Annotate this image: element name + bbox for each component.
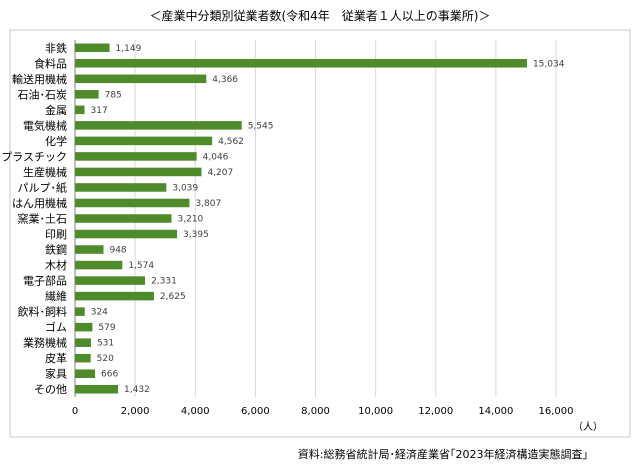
value-label: 785 bbox=[105, 90, 122, 100]
category-label: 輸送用機械 bbox=[12, 72, 67, 86]
value-label: 317 bbox=[91, 106, 108, 116]
value-label: 1,574 bbox=[128, 261, 154, 271]
category-label: 木材 bbox=[45, 258, 67, 272]
value-label: 1,432 bbox=[124, 385, 150, 395]
x-tick-label: 8,000 bbox=[301, 406, 330, 417]
value-label: 531 bbox=[97, 339, 114, 349]
bar bbox=[75, 136, 213, 146]
value-label: 15,034 bbox=[533, 59, 565, 69]
bar bbox=[75, 245, 104, 254]
source-note: 資料:総務省統計局･経済産業省｢2023年経済構造実態調査｣ bbox=[298, 447, 588, 461]
category-label: 生産機械 bbox=[23, 165, 67, 179]
category-label: 皮革 bbox=[45, 351, 67, 365]
value-label: 948 bbox=[109, 246, 126, 256]
category-label: 金属 bbox=[45, 103, 67, 117]
x-tick-label: 12,000 bbox=[418, 406, 453, 417]
bar bbox=[75, 167, 202, 177]
x-axis-unit: （人） bbox=[573, 421, 603, 433]
category-label: 窯業･土石 bbox=[18, 212, 68, 226]
category-label: 食料品 bbox=[34, 56, 67, 70]
bar bbox=[75, 90, 99, 99]
value-label: 579 bbox=[98, 323, 115, 333]
bar bbox=[75, 183, 167, 192]
category-label: 印刷 bbox=[45, 228, 67, 241]
value-label: 2,625 bbox=[160, 292, 186, 302]
category-label: 繊維 bbox=[45, 290, 67, 303]
bar bbox=[75, 338, 91, 347]
value-label: 666 bbox=[101, 370, 118, 380]
bar bbox=[75, 369, 96, 378]
gridlines bbox=[74, 40, 557, 397]
bar bbox=[75, 229, 178, 239]
value-label: 3,807 bbox=[195, 199, 221, 209]
category-label: 飲料･飼料 bbox=[18, 305, 68, 319]
bar bbox=[75, 121, 242, 130]
bar bbox=[75, 322, 93, 332]
value-label: 4,207 bbox=[207, 168, 233, 178]
bar bbox=[75, 307, 85, 316]
x-tick-label: 14,000 bbox=[478, 406, 513, 417]
category-label: 業務機械 bbox=[23, 336, 67, 350]
value-label: 4,366 bbox=[212, 75, 238, 85]
value-label: 4,562 bbox=[218, 137, 244, 147]
bar bbox=[75, 152, 197, 161]
category-label: プラスチック bbox=[1, 150, 67, 163]
value-label: 3,210 bbox=[178, 215, 204, 225]
value-label: 3,395 bbox=[183, 230, 209, 240]
category-label: パルプ･紙 bbox=[18, 180, 68, 194]
category-label: ゴム bbox=[45, 320, 67, 334]
category-label: 石油･石炭 bbox=[18, 87, 68, 101]
category-label: 化学 bbox=[45, 134, 67, 148]
value-label: 2,331 bbox=[151, 277, 177, 287]
x-tick-label: 10,000 bbox=[358, 406, 393, 417]
category-label: はん用機械 bbox=[12, 196, 67, 210]
value-label: 4,046 bbox=[203, 152, 229, 162]
bar bbox=[75, 291, 154, 301]
bar bbox=[75, 353, 91, 363]
category-label: 電子部品 bbox=[23, 274, 67, 288]
category-labels: 非鉄食料品輸送用機械石油･石炭金属電気機械化学プラスチック生産機械パルプ･紙はん… bbox=[1, 41, 67, 396]
value-labels: 1,149 15,034 4,366 785 317 5,545 4,562 4,046 4,2… bbox=[91, 44, 565, 395]
bar bbox=[75, 198, 190, 208]
chart-title: ＜産業中分類別従業者数(令和4年 従業者１人以上の事業所)＞ bbox=[149, 8, 490, 23]
category-label: 非鉄 bbox=[45, 41, 67, 55]
bar bbox=[75, 59, 527, 68]
x-tick-label: 16,000 bbox=[539, 406, 574, 417]
value-label: 520 bbox=[97, 354, 114, 364]
bars bbox=[75, 43, 527, 394]
bar bbox=[75, 276, 146, 285]
value-label: 5,545 bbox=[248, 121, 274, 131]
value-label: 3,039 bbox=[172, 183, 198, 193]
category-label: 電気機械 bbox=[23, 118, 67, 132]
bar bbox=[75, 105, 85, 115]
x-tick-label: 4,000 bbox=[181, 406, 210, 417]
category-label: 家具 bbox=[45, 367, 67, 381]
bar bbox=[75, 260, 123, 270]
value-label: 1,149 bbox=[116, 44, 142, 54]
bar bbox=[75, 384, 119, 394]
x-tick-labels: 0 2,000 4,000 6,000 8,000 10,000 12,000 14,000 1… bbox=[72, 406, 574, 417]
bar bbox=[75, 214, 172, 223]
bar bbox=[75, 43, 110, 53]
bar bbox=[75, 74, 207, 84]
value-label: 324 bbox=[91, 308, 108, 318]
x-tick-label: 0 bbox=[72, 406, 78, 417]
x-tick-label: 6,000 bbox=[241, 406, 270, 417]
plot-frame bbox=[9, 29, 631, 438]
x-tick-label: 2,000 bbox=[121, 406, 150, 417]
category-label: その他 bbox=[34, 383, 67, 396]
category-label: 鉄鋼 bbox=[45, 243, 67, 257]
